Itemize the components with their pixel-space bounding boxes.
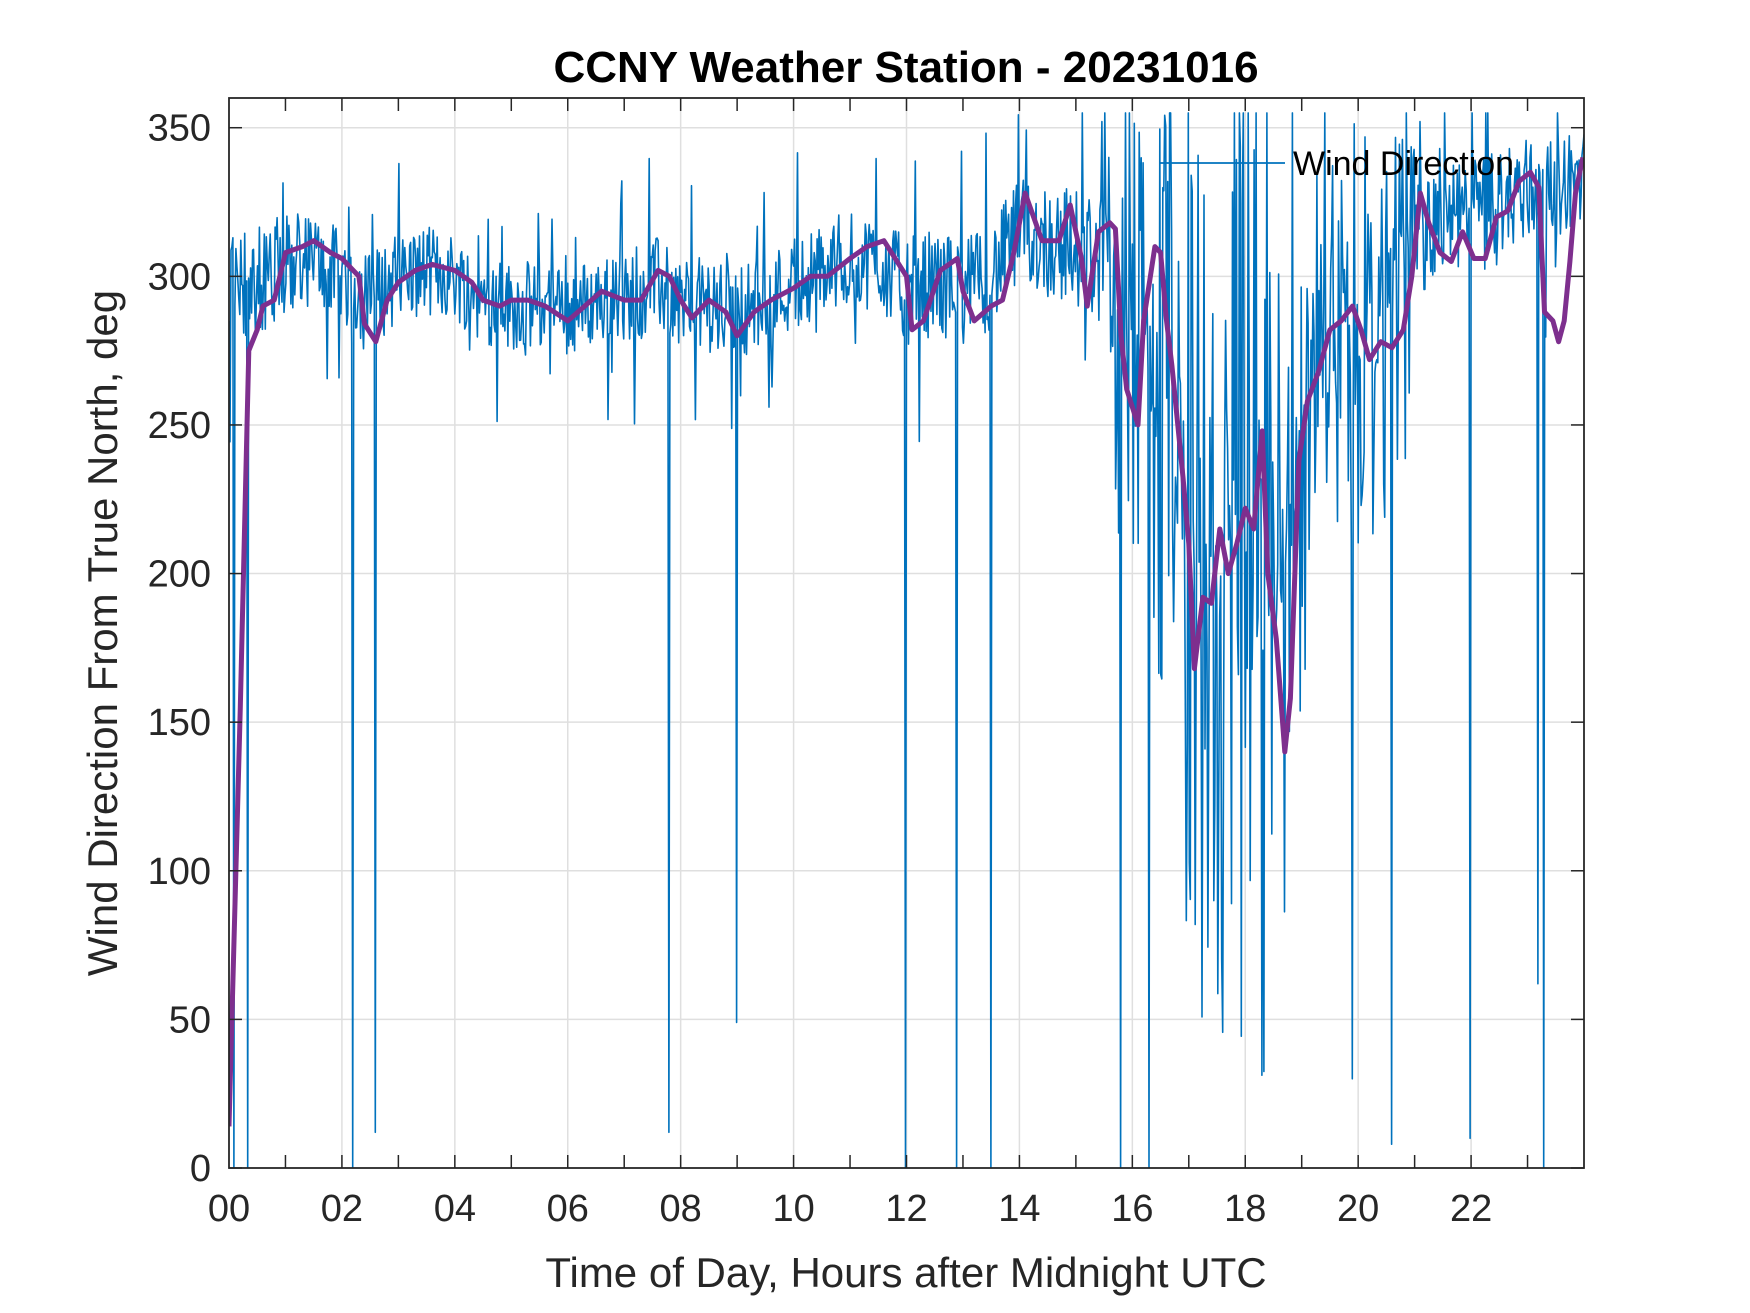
x-tick-label: 14 [998,1188,1040,1230]
y-tick-label: 0 [190,1148,211,1190]
legend: Wind Direction [1160,145,1514,183]
x-axis-label: Time of Day, Hours after Midnight UTC [545,1249,1266,1296]
series-layer [229,112,1584,1168]
x-tick-label: 02 [321,1188,363,1230]
x-tick-label: 00 [208,1188,250,1230]
chart-title: CCNY Weather Station - 20231016 [553,43,1258,92]
x-tick-label: 20 [1337,1188,1379,1230]
x-tick-label: 22 [1450,1188,1492,1230]
y-tick-label: 350 [148,108,211,150]
y-tick-label: 50 [169,999,211,1041]
x-tick-label: 12 [885,1188,927,1230]
x-tick-label: 16 [1111,1188,1153,1230]
x-tick-label: 10 [772,1188,814,1230]
y-tick-label: 250 [148,405,211,447]
x-tick-label: 04 [434,1188,476,1230]
series-line-smoothed [229,156,1584,1127]
x-tick-label: 08 [660,1188,702,1230]
y-tick-label: 100 [148,851,211,893]
legend-label-wind-direction: Wind Direction [1293,145,1514,183]
y-tick-label: 150 [148,702,211,744]
tick-marks: 00 02 04 06 08 10 12 14 16 18 20 22 0 50 100 150 200 250 3… [148,98,1584,1230]
x-tick-label: 06 [547,1188,589,1230]
y-tick-label: 200 [148,554,211,596]
y-tick-label: 300 [148,256,211,298]
x-tick-label: 18 [1224,1188,1266,1230]
y-axis-label: Wind Direction From True North, deg [79,290,126,976]
